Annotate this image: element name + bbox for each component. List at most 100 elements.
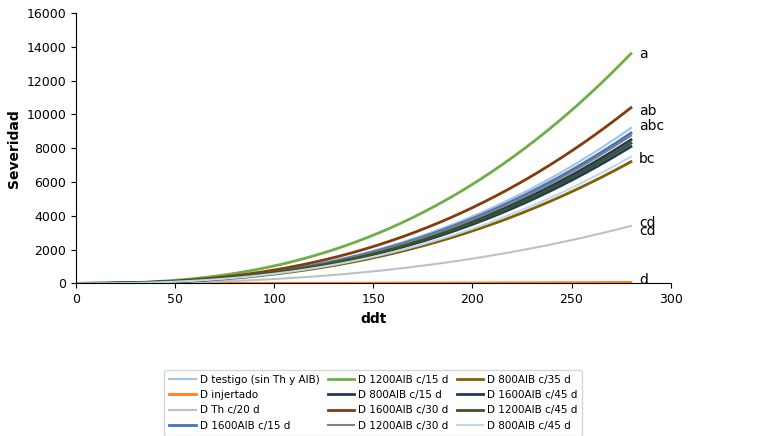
Line: D 1200AIB c/15 d: D 1200AIB c/15 d: [76, 54, 631, 283]
D 1600AIB c/30 d: [421, 226, 430, 231]
D injertado: [72, 281, 81, 286]
X-axis label: ddt: ddt: [360, 312, 386, 326]
Text: bc: bc: [639, 152, 655, 166]
D 800AIB c/15 d: [291, 266, 300, 272]
Line: D 1600AIB c/15 d: D 1600AIB c/15 d: [76, 133, 631, 283]
D 1200AIB c/30 d: [472, 215, 481, 221]
D Th c/20 d: [72, 281, 81, 286]
D 800AIB c/35 d: [475, 226, 484, 231]
Y-axis label: Severidad: Severidad: [7, 109, 21, 187]
D 1600AIB c/30 d: [626, 105, 636, 110]
D 800AIB c/45 d: [475, 224, 484, 229]
D 1200AIB c/45 d: [72, 281, 81, 286]
D 1600AIB c/30 d: [252, 270, 261, 276]
D 1200AIB c/15 d: [472, 179, 481, 184]
D 1600AIB c/30 d: [291, 263, 300, 269]
D 1600AIB c/15 d: [626, 130, 636, 136]
Line: D 800AIB c/15 d: D 800AIB c/15 d: [76, 140, 631, 283]
D 1200AIB c/30 d: [139, 280, 148, 285]
Line: D 1200AIB c/45 d: D 1200AIB c/45 d: [76, 143, 631, 283]
D 1200AIB c/30 d: [626, 133, 636, 138]
D 1600AIB c/45 d: [252, 272, 261, 278]
D 800AIB c/15 d: [626, 137, 636, 143]
D 1600AIB c/15 d: [139, 280, 148, 285]
D 1200AIB c/15 d: [626, 51, 636, 56]
D 1200AIB c/15 d: [72, 281, 81, 286]
D 800AIB c/45 d: [472, 225, 481, 230]
D 1600AIB c/45 d: [472, 220, 481, 225]
D 1600AIB c/30 d: [139, 280, 148, 285]
D injertado: [472, 280, 481, 286]
Line: D 1200AIB c/30 d: D 1200AIB c/30 d: [76, 136, 631, 283]
D 1600AIB c/15 d: [72, 281, 81, 286]
D 800AIB c/35 d: [72, 281, 81, 286]
D 1200AIB c/15 d: [252, 267, 261, 272]
D 1600AIB c/15 d: [291, 266, 300, 271]
Line: D testigo (sin Th y AIB): D testigo (sin Th y AIB): [76, 128, 631, 283]
Text: cd: cd: [639, 215, 655, 230]
D 800AIB c/15 d: [72, 281, 81, 286]
Line: D 800AIB c/45 d: D 800AIB c/45 d: [76, 157, 631, 283]
D 800AIB c/45 d: [421, 241, 430, 246]
D 800AIB c/35 d: [139, 280, 148, 286]
Line: D 800AIB c/35 d: D 800AIB c/35 d: [76, 162, 631, 283]
D 800AIB c/35 d: [472, 227, 481, 232]
D 1600AIB c/30 d: [72, 281, 81, 286]
D Th c/20 d: [472, 255, 481, 261]
D 800AIB c/45 d: [252, 273, 261, 278]
D 1200AIB c/30 d: [291, 266, 300, 272]
D Th c/20 d: [626, 223, 636, 228]
D 800AIB c/35 d: [421, 242, 430, 248]
D 1600AIB c/45 d: [421, 238, 430, 243]
D 800AIB c/15 d: [421, 236, 430, 241]
D 1600AIB c/45 d: [139, 280, 148, 285]
D injertado: [139, 281, 148, 286]
D 800AIB c/15 d: [475, 216, 484, 221]
Line: D 1600AIB c/45 d: D 1600AIB c/45 d: [76, 146, 631, 283]
D testigo (sin Th y AIB): [252, 271, 261, 276]
D 800AIB c/35 d: [252, 273, 261, 279]
D 1600AIB c/45 d: [475, 219, 484, 225]
D 1600AIB c/45 d: [72, 281, 81, 286]
D 800AIB c/45 d: [626, 154, 636, 159]
D injertado: [475, 280, 484, 286]
D 1200AIB c/45 d: [139, 280, 148, 285]
D 1600AIB c/45 d: [626, 144, 636, 149]
D 1200AIB c/45 d: [475, 218, 484, 223]
D 1600AIB c/15 d: [475, 213, 484, 218]
D Th c/20 d: [291, 275, 300, 280]
Text: d: d: [639, 273, 648, 287]
D 1200AIB c/15 d: [139, 279, 148, 285]
D 1200AIB c/15 d: [421, 209, 430, 214]
D testigo (sin Th y AIB): [475, 211, 484, 216]
D 1200AIB c/45 d: [472, 219, 481, 224]
D 1600AIB c/30 d: [475, 202, 484, 207]
Text: abc: abc: [639, 119, 664, 133]
D 1200AIB c/45 d: [421, 237, 430, 242]
D testigo (sin Th y AIB): [139, 280, 148, 285]
D 800AIB c/45 d: [291, 268, 300, 273]
D 800AIB c/35 d: [291, 269, 300, 274]
Text: a: a: [639, 47, 648, 61]
D Th c/20 d: [139, 280, 148, 286]
D injertado: [291, 281, 300, 286]
D 1200AIB c/30 d: [72, 281, 81, 286]
D 1200AIB c/30 d: [252, 272, 261, 277]
D 1200AIB c/30 d: [421, 235, 430, 240]
D testigo (sin Th y AIB): [72, 281, 81, 286]
D 800AIB c/15 d: [139, 280, 148, 285]
D testigo (sin Th y AIB): [291, 266, 300, 271]
D 1200AIB c/45 d: [291, 267, 300, 272]
D 800AIB c/15 d: [252, 272, 261, 277]
D testigo (sin Th y AIB): [472, 212, 481, 217]
D injertado: [421, 280, 430, 286]
D injertado: [626, 280, 636, 285]
D testigo (sin Th y AIB): [626, 126, 636, 131]
D 800AIB c/35 d: [626, 159, 636, 164]
Line: D 1600AIB c/30 d: D 1600AIB c/30 d: [76, 108, 631, 283]
D 1600AIB c/15 d: [252, 272, 261, 277]
D 1200AIB c/30 d: [475, 214, 484, 219]
D 1200AIB c/15 d: [475, 177, 484, 183]
Legend: D testigo (sin Th y AIB), D injertado, D Th c/20 d, D 1600AIB c/15 d, D 1200AIB : D testigo (sin Th y AIB), D injertado, D…: [165, 370, 582, 436]
D 800AIB c/45 d: [72, 281, 81, 286]
